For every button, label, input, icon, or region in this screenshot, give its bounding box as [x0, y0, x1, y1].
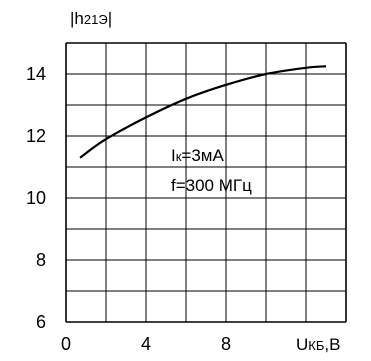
annotation-frequency: f=300 МГц: [171, 176, 252, 195]
series-layer: [79, 65, 327, 159]
x-tick-label: 0: [61, 334, 71, 354]
y-axis-label: |h21Э|: [70, 9, 112, 28]
y-tick-label: 12: [26, 126, 46, 146]
y-tick-label: 6: [36, 312, 46, 332]
x-axis-label: UКБ,В: [296, 335, 340, 354]
y-tick-label: 10: [26, 188, 46, 208]
annotation-collector-current: Iк=3мА: [171, 146, 224, 165]
x-tick-label: 8: [221, 334, 231, 354]
series-line: [79, 65, 327, 159]
x-tick-label: 4: [141, 334, 151, 354]
y-tick-label: 8: [36, 250, 46, 270]
tick-labels: 6 8 10 12 14 0 4 8: [26, 64, 231, 354]
grid: [65, 42, 347, 323]
y-tick-label: 14: [26, 64, 46, 84]
